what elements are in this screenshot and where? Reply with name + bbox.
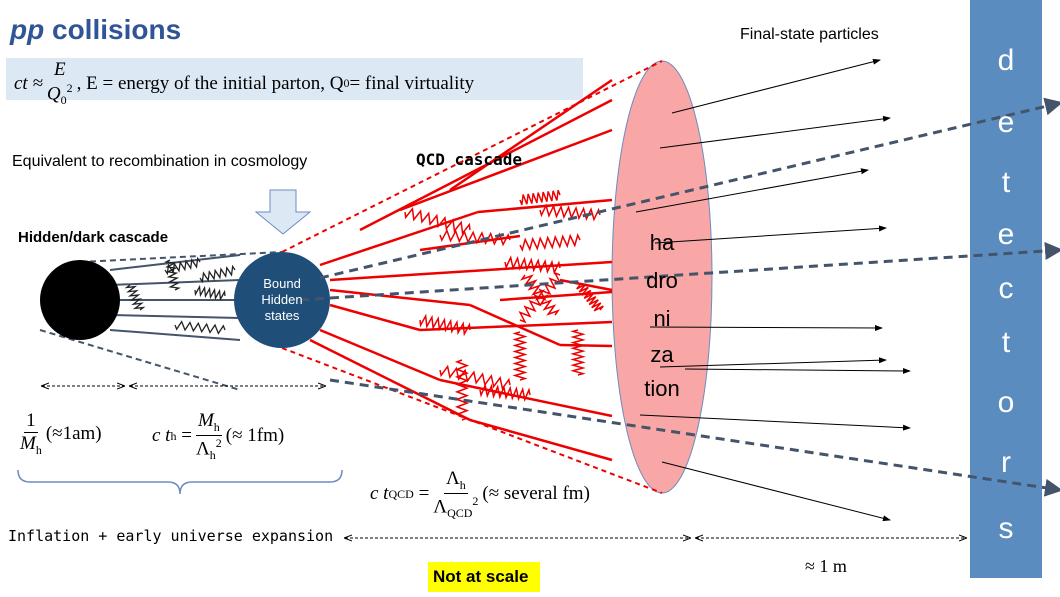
gluon <box>404 207 471 235</box>
particle-arrow <box>661 461 891 522</box>
quark-line <box>559 343 613 348</box>
detector-letter: e <box>997 106 1015 139</box>
scale-arrows <box>42 386 966 538</box>
detector-letter: e <box>997 218 1015 251</box>
detector-letter: t <box>1001 326 1011 359</box>
gluon <box>454 359 470 421</box>
quark-line <box>319 210 479 267</box>
brace <box>17 469 343 495</box>
not-at-scale: Not at scale <box>433 567 529 586</box>
cone-edge <box>281 347 663 494</box>
quark-line <box>329 260 613 282</box>
detector-letter: o <box>997 386 1015 419</box>
quark-line <box>469 418 613 462</box>
hadronization-part: ni <box>653 306 671 331</box>
qcd-label: QCD cascade <box>416 150 522 169</box>
hidden-line <box>79 251 283 263</box>
bound-line: Bound <box>263 276 301 291</box>
particle-arrow <box>659 357 887 368</box>
gluon <box>519 189 561 206</box>
final-particles <box>635 58 911 522</box>
particle-arrow <box>639 414 911 431</box>
hadronization-part: tion <box>644 376 680 401</box>
inflation-label: Inflation + early universe expansion <box>8 527 334 545</box>
quark-line <box>399 128 613 212</box>
detector-letter: d <box>997 44 1015 77</box>
quark-line <box>329 288 471 307</box>
formula-qcd: c t QCD = Λh ΛQCD2 (≈ several fm) <box>370 468 590 520</box>
gluon <box>539 203 601 222</box>
hidden-gluon <box>124 284 146 311</box>
particle-arrow <box>659 115 891 149</box>
gluon <box>504 255 561 275</box>
formula-top: ct ≈ E Q02, E = energy of the initial part… <box>14 59 475 108</box>
highlight <box>428 562 540 592</box>
meter-label: ≈ 1 m <box>805 556 847 576</box>
hidden-line <box>109 314 241 319</box>
recombination-label: Equivalent to recombination in cosmology <box>12 153 308 170</box>
particle-arrow <box>649 324 883 331</box>
hadronization-part: za <box>650 342 674 367</box>
hidden-gluon <box>164 256 201 276</box>
hadronization-part: dro <box>646 268 678 293</box>
formula-mass: 1 Mh (≈1am) <box>20 410 102 457</box>
quark-line <box>319 328 441 382</box>
final-state-label: Final-state particles <box>740 26 879 43</box>
hidden-arrow <box>329 378 1060 497</box>
gluon <box>576 283 604 312</box>
hidden-line <box>39 329 241 391</box>
gluon <box>512 331 528 381</box>
quark-line <box>499 290 613 302</box>
qcd-gluons <box>404 189 604 421</box>
title: pp collisions <box>10 14 182 45</box>
gluon <box>439 364 511 391</box>
bound-line: states <box>264 308 300 323</box>
quark-line <box>329 303 421 332</box>
gluon <box>419 313 471 337</box>
hidden-arrow <box>299 242 1060 302</box>
hidden-label: Hidden/dark cascade <box>18 229 169 246</box>
hidden-arrow <box>319 97 1060 280</box>
formula-box <box>6 58 583 100</box>
bound-line: Hidden <box>261 292 303 307</box>
particle-arrow <box>684 367 911 374</box>
bound-label: Bound Hidden states <box>234 276 330 324</box>
hadronization-part: ha <box>649 230 675 255</box>
cone-edge <box>281 60 663 253</box>
particle-arrow <box>635 168 869 213</box>
detector-letter: c <box>998 272 1014 305</box>
quark-line <box>309 338 471 422</box>
bound-states-blob <box>234 252 330 348</box>
hidden-gluon <box>199 264 236 284</box>
hidden-gluon <box>164 259 181 291</box>
particle-arrow <box>671 58 881 114</box>
detector-letter: r <box>1001 446 1011 479</box>
particle-arrow <box>654 225 887 244</box>
down-arrow <box>254 189 312 235</box>
gluon <box>570 329 586 376</box>
hidden-line <box>109 329 241 341</box>
hidden-particles <box>299 97 1060 497</box>
hidden-gluon <box>194 284 226 302</box>
gluon <box>479 383 531 402</box>
detector-letter: s <box>998 512 1014 545</box>
hidden-gluons <box>124 256 236 335</box>
detector-letter: t <box>1001 166 1011 199</box>
gluon <box>519 233 581 252</box>
initial-blob <box>40 260 120 340</box>
quark-line <box>449 78 613 192</box>
hidden-gluon <box>174 320 226 335</box>
